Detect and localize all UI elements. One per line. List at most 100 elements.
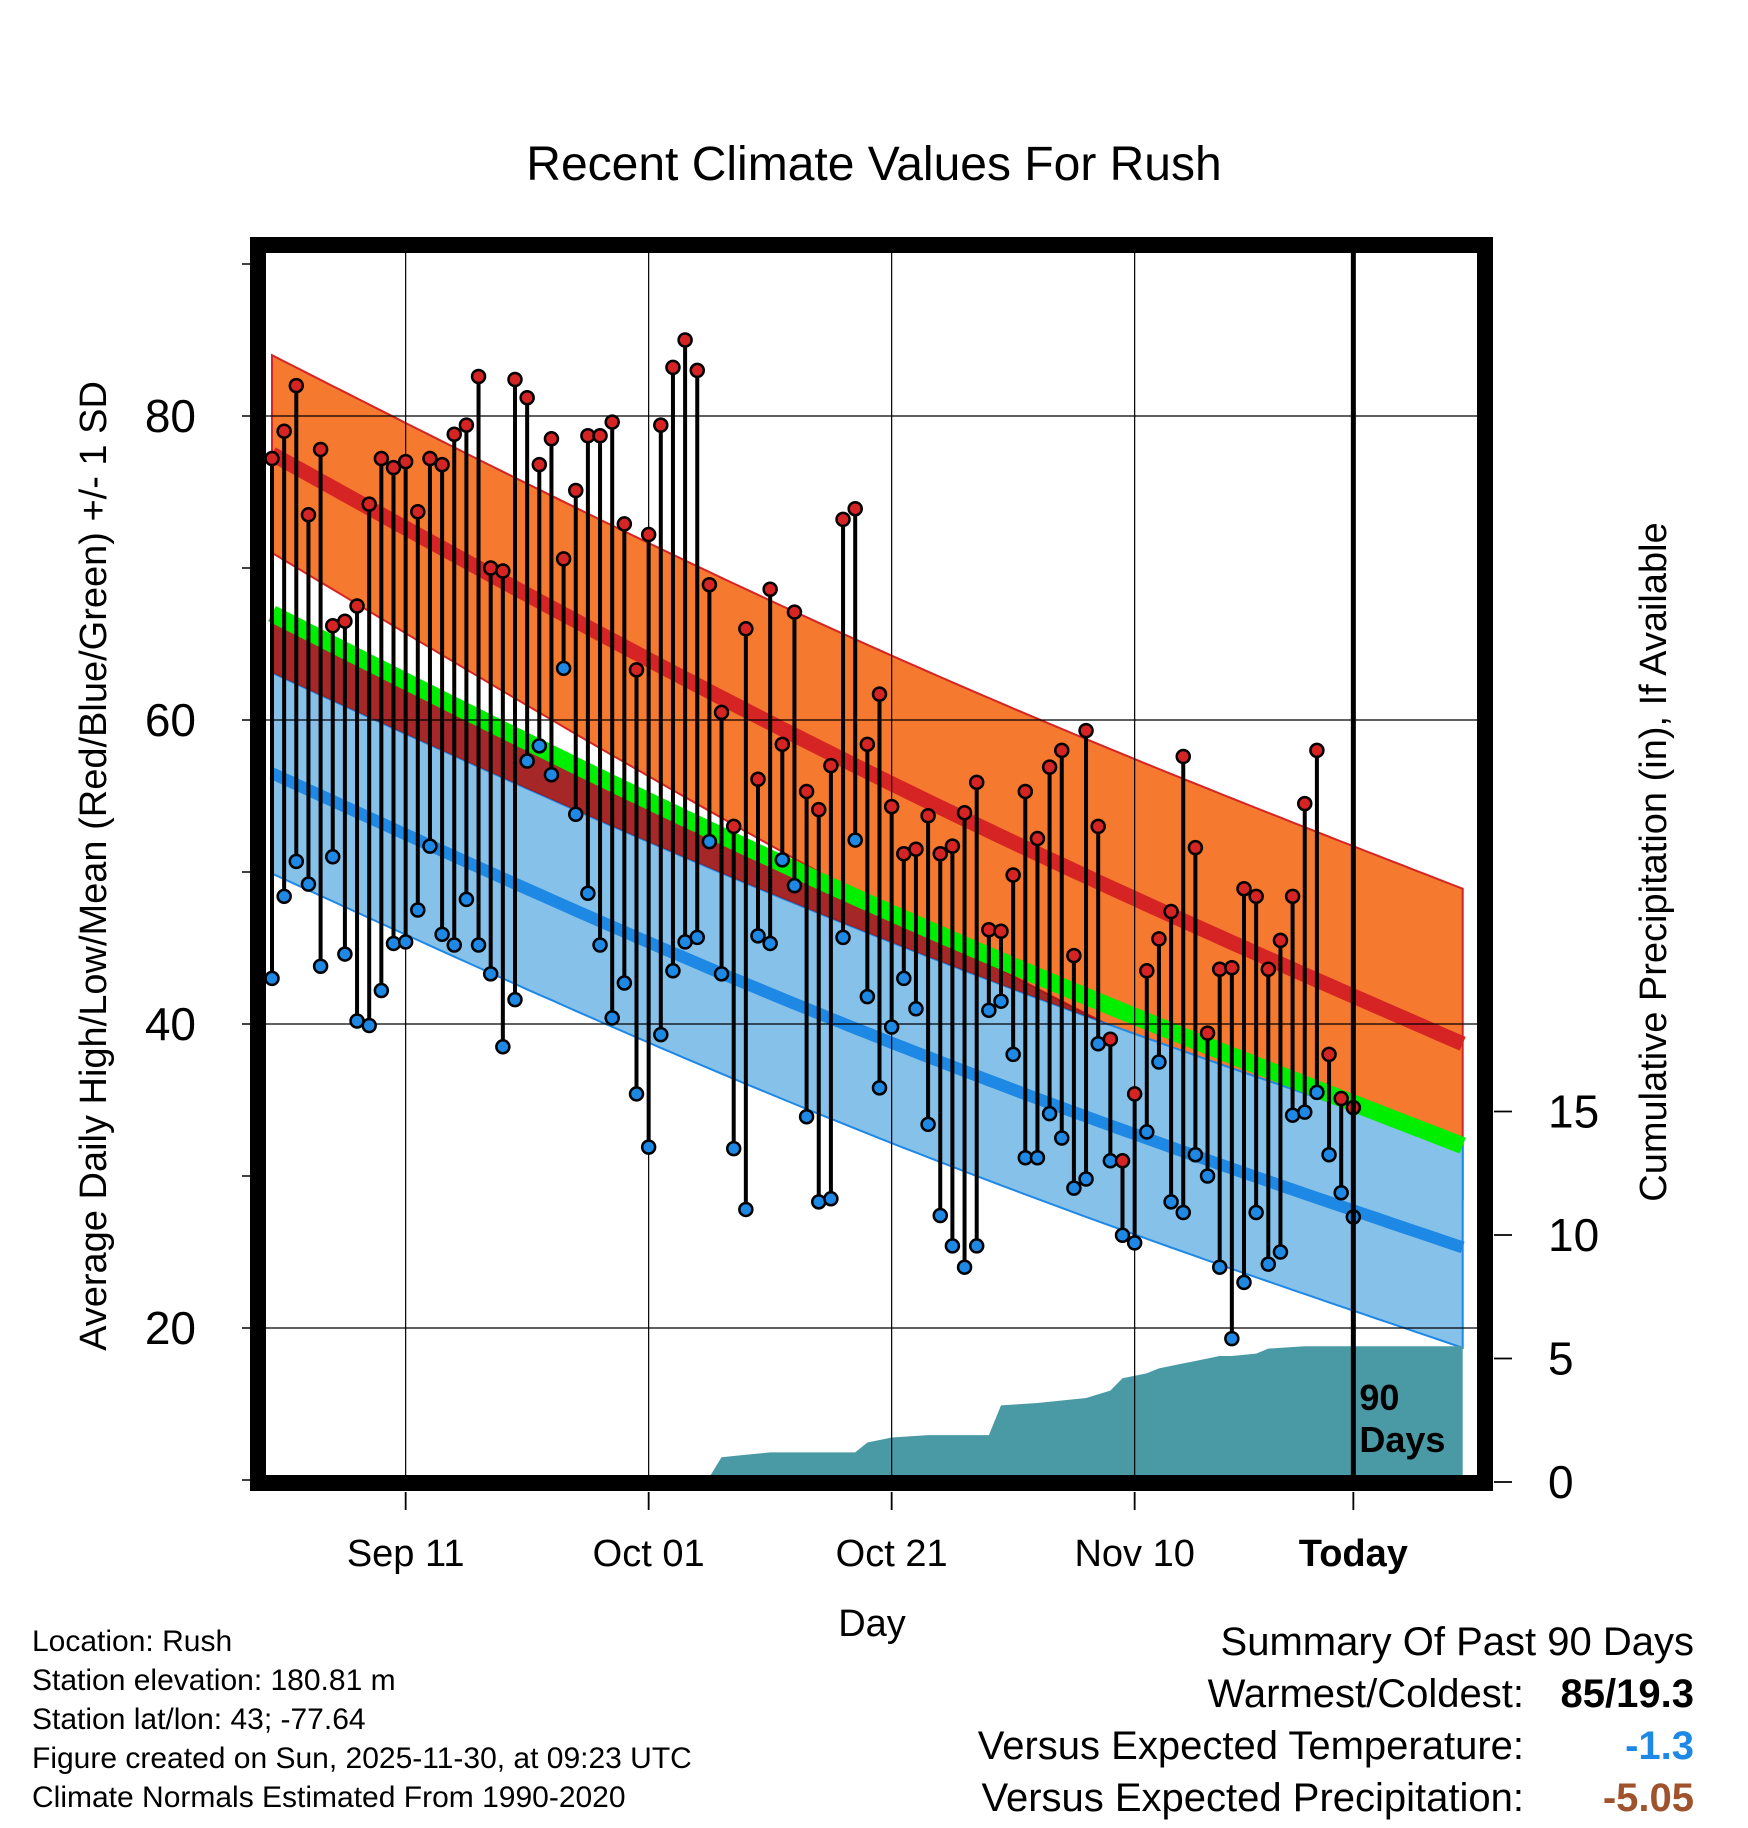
low-point bbox=[640, 1139, 657, 1155]
low-point bbox=[993, 993, 1009, 1009]
high-point bbox=[495, 563, 511, 579]
high-point bbox=[1139, 963, 1155, 979]
low-point bbox=[1066, 1180, 1082, 1196]
low-point bbox=[300, 876, 317, 892]
x-tick-label: Oct 01 bbox=[593, 1533, 705, 1575]
low-point bbox=[446, 937, 462, 953]
high-point bbox=[701, 576, 718, 593]
right-tick-label: 10 bbox=[1548, 1209, 1599, 1261]
high-point bbox=[956, 804, 973, 821]
left-tick-label: 40 bbox=[145, 998, 196, 1050]
low-point bbox=[762, 935, 778, 952]
high-point bbox=[1114, 1153, 1131, 1169]
high-point bbox=[1017, 783, 1034, 800]
high-point bbox=[1236, 880, 1252, 897]
high-point bbox=[677, 332, 693, 348]
summary-title: Summary Of Past 90 Days bbox=[1220, 1620, 1694, 1664]
low-point bbox=[422, 838, 438, 854]
left-tick-label: 60 bbox=[145, 694, 196, 746]
high-point bbox=[410, 504, 426, 520]
low-point bbox=[823, 1191, 839, 1207]
high-point bbox=[531, 456, 548, 473]
x-tick-label: Nov 10 bbox=[1074, 1533, 1194, 1575]
warmest-label: Warmest/Coldest: bbox=[1207, 1672, 1524, 1716]
x-tick-label: Oct 21 bbox=[836, 1533, 948, 1575]
low-point bbox=[495, 1039, 511, 1055]
high-point bbox=[1054, 742, 1070, 759]
low-point bbox=[896, 970, 912, 987]
high-point bbox=[568, 482, 584, 499]
low-point bbox=[592, 937, 608, 953]
precip-area bbox=[563, 1346, 1463, 1482]
low-point bbox=[276, 888, 292, 905]
low-point bbox=[725, 1140, 742, 1157]
low-point bbox=[458, 891, 475, 908]
low-point bbox=[1054, 1130, 1070, 1146]
high-point bbox=[1211, 961, 1228, 978]
precip-label: Versus Expected Precipitation: bbox=[981, 1776, 1524, 1820]
high-point bbox=[981, 922, 997, 938]
low-point bbox=[470, 937, 487, 953]
high-point bbox=[1163, 903, 1179, 920]
low-point bbox=[507, 991, 523, 1008]
high-point bbox=[519, 390, 535, 406]
low-point bbox=[1078, 1171, 1094, 1187]
high-point bbox=[312, 441, 329, 458]
low-point bbox=[568, 806, 584, 822]
high-point bbox=[725, 818, 742, 835]
high-point bbox=[786, 604, 803, 620]
low-point bbox=[361, 1017, 377, 1034]
elevation-text: Station elevation: 180.81 m bbox=[32, 1664, 396, 1697]
chart-title: Recent Climate Values For Rush bbox=[526, 138, 1221, 191]
low-point bbox=[738, 1201, 754, 1218]
created-text: Figure created on Sun, 2025-11-30, at 09… bbox=[32, 1742, 692, 1775]
high-point bbox=[592, 428, 608, 444]
low-point bbox=[1139, 1124, 1155, 1140]
low-point bbox=[482, 966, 499, 982]
high-point bbox=[1126, 1086, 1143, 1102]
high-point bbox=[823, 757, 839, 774]
high-point bbox=[762, 581, 778, 598]
low-point bbox=[1187, 1146, 1204, 1163]
low-point bbox=[337, 946, 353, 962]
low-point bbox=[944, 1238, 961, 1254]
low-point bbox=[1163, 1194, 1179, 1210]
latlon-text: Station lat/lon: 43; -77.64 bbox=[32, 1703, 366, 1736]
low-point bbox=[397, 934, 414, 950]
low-point bbox=[1309, 1084, 1325, 1101]
low-point bbox=[410, 902, 426, 918]
low-point bbox=[628, 1086, 645, 1102]
low-point bbox=[1005, 1046, 1021, 1063]
high-point bbox=[434, 456, 450, 473]
x-tick-label: Sep 11 bbox=[347, 1533, 465, 1575]
high-point bbox=[774, 736, 791, 753]
low-point bbox=[288, 853, 305, 870]
high-point bbox=[665, 359, 681, 376]
normals-text: Climate Normals Estimated From 1990-2020 bbox=[32, 1781, 626, 1814]
low-point bbox=[531, 738, 548, 754]
high-point bbox=[908, 841, 924, 857]
high-point bbox=[835, 511, 851, 528]
right-tick-label: 15 bbox=[1548, 1086, 1599, 1138]
high-point bbox=[1066, 947, 1082, 964]
high-point bbox=[811, 801, 827, 818]
high-point bbox=[507, 371, 523, 388]
y-axis-label-left: Average Daily High/Low/Mean (Red/Blue/Gr… bbox=[73, 381, 115, 1351]
low-point bbox=[1260, 1256, 1277, 1272]
low-point bbox=[1248, 1204, 1264, 1221]
low-point bbox=[774, 852, 791, 868]
high-point bbox=[1029, 830, 1046, 847]
x-axis-label: Day bbox=[838, 1603, 906, 1645]
low-point bbox=[312, 958, 329, 974]
low-point bbox=[373, 982, 390, 999]
high-point bbox=[337, 613, 353, 629]
low-point bbox=[580, 885, 596, 902]
low-point bbox=[713, 966, 730, 982]
low-point bbox=[956, 1259, 973, 1275]
today-days-number: 90 bbox=[1359, 1377, 1399, 1418]
high-point bbox=[1248, 888, 1264, 905]
temp-label: Versus Expected Temperature: bbox=[977, 1724, 1524, 1768]
low-point bbox=[1297, 1104, 1313, 1120]
low-point bbox=[847, 832, 863, 848]
